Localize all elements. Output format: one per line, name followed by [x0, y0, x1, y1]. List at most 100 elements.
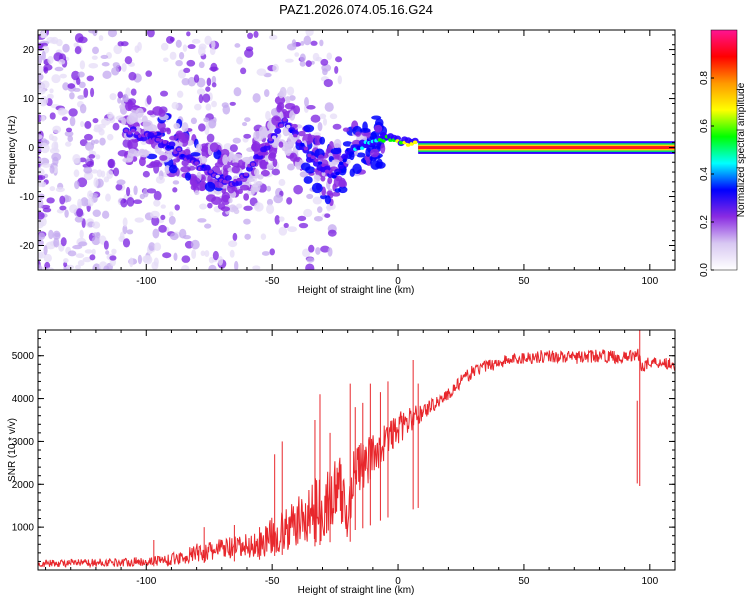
colorbar-label: Normalized spectral amplitude [736, 82, 747, 217]
heatmap-noise-blob [62, 43, 70, 53]
heatmap-scatter-blob [370, 130, 380, 138]
heatmap-scatter-blob [233, 208, 240, 215]
heatmap-noise-blob [229, 249, 235, 258]
heatmap-ridge-blob [398, 140, 404, 145]
heatmap-noise-blob [169, 232, 179, 241]
x-tick-label: -100 [136, 576, 156, 587]
heatmap-ridge-blob [356, 145, 361, 150]
heatmap-noise-blob [210, 62, 218, 72]
heatmap-y-ticks: -20 -10 0 10 20 [20, 34, 675, 271]
heatmap-noise-blob [242, 122, 248, 127]
heatmap-noise-blob [180, 264, 190, 270]
heatmap-noise-blob [69, 116, 76, 127]
y-tick-label: -10 [20, 192, 35, 203]
heatmap-noise-blob [91, 232, 100, 237]
heatmap-noise-blob [272, 63, 279, 73]
heatmap-noise-blob [168, 215, 176, 225]
heatmap-noise-blob [88, 30, 98, 34]
heatmap-noise-blob [129, 257, 134, 268]
heatmap-noise-blob [120, 198, 128, 208]
heatmap-noise-blob [160, 90, 169, 97]
heatmap-noise-blob [181, 255, 191, 263]
heatmap-noise-blob [269, 248, 275, 256]
heatmap-noise-blob [77, 177, 88, 188]
heatmap-noise-blob [51, 135, 58, 142]
heatmap-noise-blob [306, 105, 316, 110]
snr-panel: -100 -50 0 50 100 1000 2000 3000 4000 5000 Heigh… [7, 329, 676, 596]
heatmap-noise-blob [168, 211, 174, 217]
heatmap-scatter-blob [277, 102, 285, 111]
heatmap-noise-blob [169, 51, 177, 60]
heatmap-noise-blob [38, 65, 44, 75]
heatmap-noise-blob [146, 188, 157, 194]
colorbar-tick-label: 0.8 [699, 71, 710, 85]
heatmap-noise-blob [199, 203, 208, 210]
heatmap-noise-blob [112, 122, 120, 131]
heatmap-scatter-blob [313, 174, 321, 180]
heatmap-noise-blob [87, 197, 94, 207]
heatmap-noise-blob [234, 260, 239, 270]
heatmap-noise-blob [69, 92, 75, 100]
heatmap-noise-blob [206, 133, 215, 143]
heatmap-noise-blob [207, 202, 213, 209]
heatmap-noise-blob [204, 223, 212, 229]
heatmap-noise-blob [91, 169, 98, 174]
heatmap-scatter-blob [125, 101, 133, 112]
heatmap-noise-blob [83, 166, 93, 174]
heatmap-scatter-blob [352, 163, 362, 175]
heatmap-noise-blob [103, 240, 109, 250]
heatmap-noise-blob [72, 154, 81, 164]
heatmap-noise-blob [186, 59, 196, 67]
heatmap-noise-blob [204, 35, 212, 46]
heatmap-noise-blob [86, 75, 95, 82]
heatmap-noise-blob [134, 217, 145, 223]
heatmap-scatter-blob [239, 184, 250, 191]
heatmap-ridge-halo [168, 141, 176, 148]
heatmap-noise-blob [38, 72, 44, 81]
heatmap-ridge-blob [342, 158, 347, 163]
heatmap-noise-blob [117, 91, 124, 99]
heatmap-noise-blob [78, 241, 88, 247]
heatmap-noise-blob [300, 40, 305, 46]
heatmap-scatter-blob [159, 127, 167, 134]
heatmap-noise-blob [236, 56, 243, 65]
heatmap-noise-blob [288, 95, 296, 101]
heatmap-noise-blob [67, 135, 74, 142]
heatmap-noise-blob [107, 158, 116, 169]
heatmap-ridge-halo [341, 153, 349, 160]
heatmap-ridge-blob [222, 179, 228, 184]
heatmap-noise-blob [196, 88, 206, 96]
heatmap-noise-blob [178, 51, 185, 60]
heatmap-noise-blob [337, 75, 343, 85]
x-tick-label: 50 [518, 276, 530, 287]
heatmap-noise-blob [111, 248, 117, 255]
heatmap-noise-blob [232, 137, 241, 144]
heatmap-noise-blob [38, 264, 43, 270]
heatmap-noise-blob [60, 237, 67, 247]
heatmap-noise-blob [66, 264, 75, 270]
heatmap-scatter-blob [172, 158, 180, 163]
heatmap-scatter-blob [342, 127, 350, 132]
heatmap-noise-blob [334, 65, 339, 74]
heatmap-x-label: Height of straight line (km) [298, 285, 415, 296]
x-tick-label: -100 [136, 276, 156, 287]
heatmap-noise-blob [171, 101, 179, 110]
heatmap-noise-blob [327, 247, 333, 257]
heatmap-noise-blob [198, 123, 206, 132]
snr-series-line [38, 348, 675, 569]
heatmap-noise-blob [234, 43, 241, 48]
heatmap-noise-blob [75, 264, 81, 270]
heatmap-noise-blob [92, 209, 101, 217]
colorbar: 0.0 0.2 0.4 0.6 0.8 Normalized spectral ampl… [699, 29, 747, 277]
heatmap-ridge-blob [130, 128, 136, 133]
heatmap-noise-blob [153, 242, 162, 251]
y-tick-label: 20 [23, 45, 35, 56]
heatmap-noise-blob [75, 253, 85, 259]
heatmap-noise-blob [146, 95, 152, 105]
heatmap-scatter-blob [293, 105, 301, 115]
heatmap-noise-blob [101, 118, 111, 126]
heatmap-noise-blob [287, 163, 295, 171]
heatmap-noise-blob [143, 255, 153, 265]
heatmap-noise-blob [137, 254, 143, 265]
